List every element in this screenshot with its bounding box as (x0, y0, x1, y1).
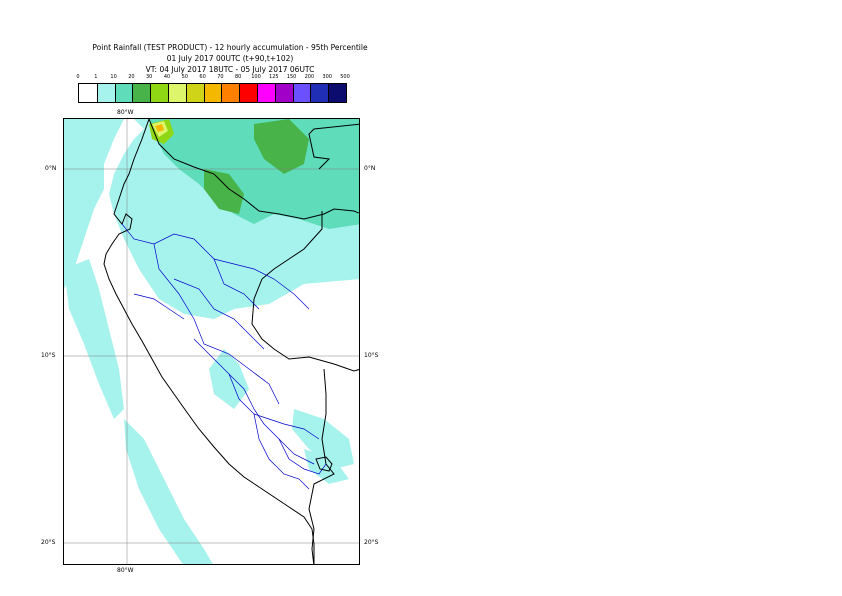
highland-rain-3 (304, 449, 349, 484)
region-boundary-4 (193, 338, 315, 465)
legend-swatch (185, 84, 204, 102)
legend-tick-label: 10 (110, 74, 117, 80)
region-boundary-6 (253, 413, 310, 490)
legend-tick-label: 100 (251, 74, 261, 80)
region-boundary-2 (153, 243, 280, 405)
country-border-east (308, 123, 359, 170)
legend-swatch (132, 84, 151, 102)
region-boundary-1 (121, 223, 260, 310)
legend-tick-labels: 0 1 10 20 30 40 50 60 70 80 100 125 150 200 300 500 (76, 74, 349, 83)
legend-swatch (328, 84, 346, 102)
legend-swatch (221, 84, 240, 102)
lat-label-left-0: 0°N (45, 165, 57, 172)
legend-swatch (292, 84, 311, 102)
lon-label-top: 80°W (117, 109, 134, 116)
legend-swatch (256, 84, 275, 102)
coastline (103, 119, 315, 564)
legend-tick-label: 50 (181, 74, 188, 80)
highland-rain-2 (292, 409, 354, 469)
legend-tick-label: 150 (286, 74, 297, 80)
title-line-2: 01 July 2017 00UTC (t+90,t+102) (166, 54, 294, 63)
region-boundary-8 (133, 293, 185, 320)
lon-label-bottom: 80°W (117, 567, 134, 574)
legend-tick-label: 300 (322, 74, 332, 80)
legend-tick-label: 40 (163, 74, 171, 80)
legend-tick-label: 80 (235, 74, 242, 80)
title-line-3: VT: 04 July 2017 18UTC - 05 July 2017 06… (145, 65, 315, 74)
legend-tick-label: 20 (128, 74, 135, 80)
region-boundary-3 (173, 278, 265, 350)
rain-hotspot-orange (155, 124, 164, 132)
country-border-north (148, 119, 359, 220)
lake-titicaca (315, 456, 333, 472)
legend-swatch (167, 84, 186, 102)
lat-label-right-20s: 20°S (364, 539, 379, 546)
north-rain-darkgreen-1 (254, 119, 309, 174)
region-boundary-7 (278, 438, 327, 475)
title-line-1: Point Rainfall (TEST PRODUCT) - 12 hourl… (92, 43, 368, 52)
legend-swatch (310, 84, 329, 102)
north-rain-darkgreen-2 (204, 169, 244, 214)
color-legend: 0 1 10 20 30 40 50 60 70 80 100 125 150 200 300 500 (76, 74, 350, 103)
map-canvas (64, 119, 359, 564)
region-boundary-5 (228, 373, 320, 440)
lat-label-right-10s: 10°S (364, 352, 379, 359)
coastal-streak-1 (64, 259, 124, 419)
legend-swatch (114, 84, 133, 102)
coastal-streak-2 (124, 419, 213, 564)
legend-tick-label: 200 (304, 74, 315, 80)
legend-tick-label: 500 (340, 74, 350, 80)
rainfall-map (63, 118, 360, 565)
lat-label-left-20s: 20°S (41, 539, 56, 546)
legend-swatch (203, 84, 222, 102)
legend-swatch (274, 84, 293, 102)
legend-tick-label: 0 (76, 74, 80, 80)
legend-swatch (150, 84, 168, 102)
lat-label-left-10s: 10°S (41, 352, 56, 359)
legend-tick-label: 60 (199, 74, 206, 80)
legend-swatch (96, 84, 115, 102)
legend-color-bar (78, 83, 347, 103)
legend-tick-label: 70 (217, 74, 224, 80)
country-border-peru-brazil (251, 211, 359, 372)
region-boundary-9 (213, 258, 310, 310)
legend-swatch (79, 84, 97, 102)
legend-tick-label: 30 (146, 74, 153, 80)
country-border-bolivia (308, 368, 335, 564)
highland-rain-1 (209, 349, 249, 409)
legend-swatch (239, 84, 257, 102)
legend-tick-label: 125 (269, 74, 279, 80)
legend-tick-label: 1 (94, 74, 98, 80)
lat-label-right-0: 0°N (364, 165, 376, 172)
